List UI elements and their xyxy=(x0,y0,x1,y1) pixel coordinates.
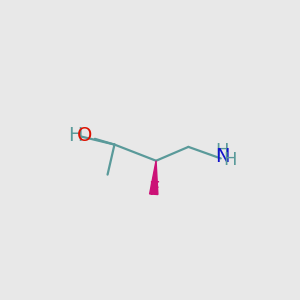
Text: F: F xyxy=(148,180,159,199)
Text: N: N xyxy=(214,147,229,166)
Text: O: O xyxy=(77,126,92,145)
Text: H: H xyxy=(215,142,229,160)
Text: H: H xyxy=(68,126,83,145)
Text: H: H xyxy=(223,151,237,169)
Polygon shape xyxy=(150,161,158,194)
